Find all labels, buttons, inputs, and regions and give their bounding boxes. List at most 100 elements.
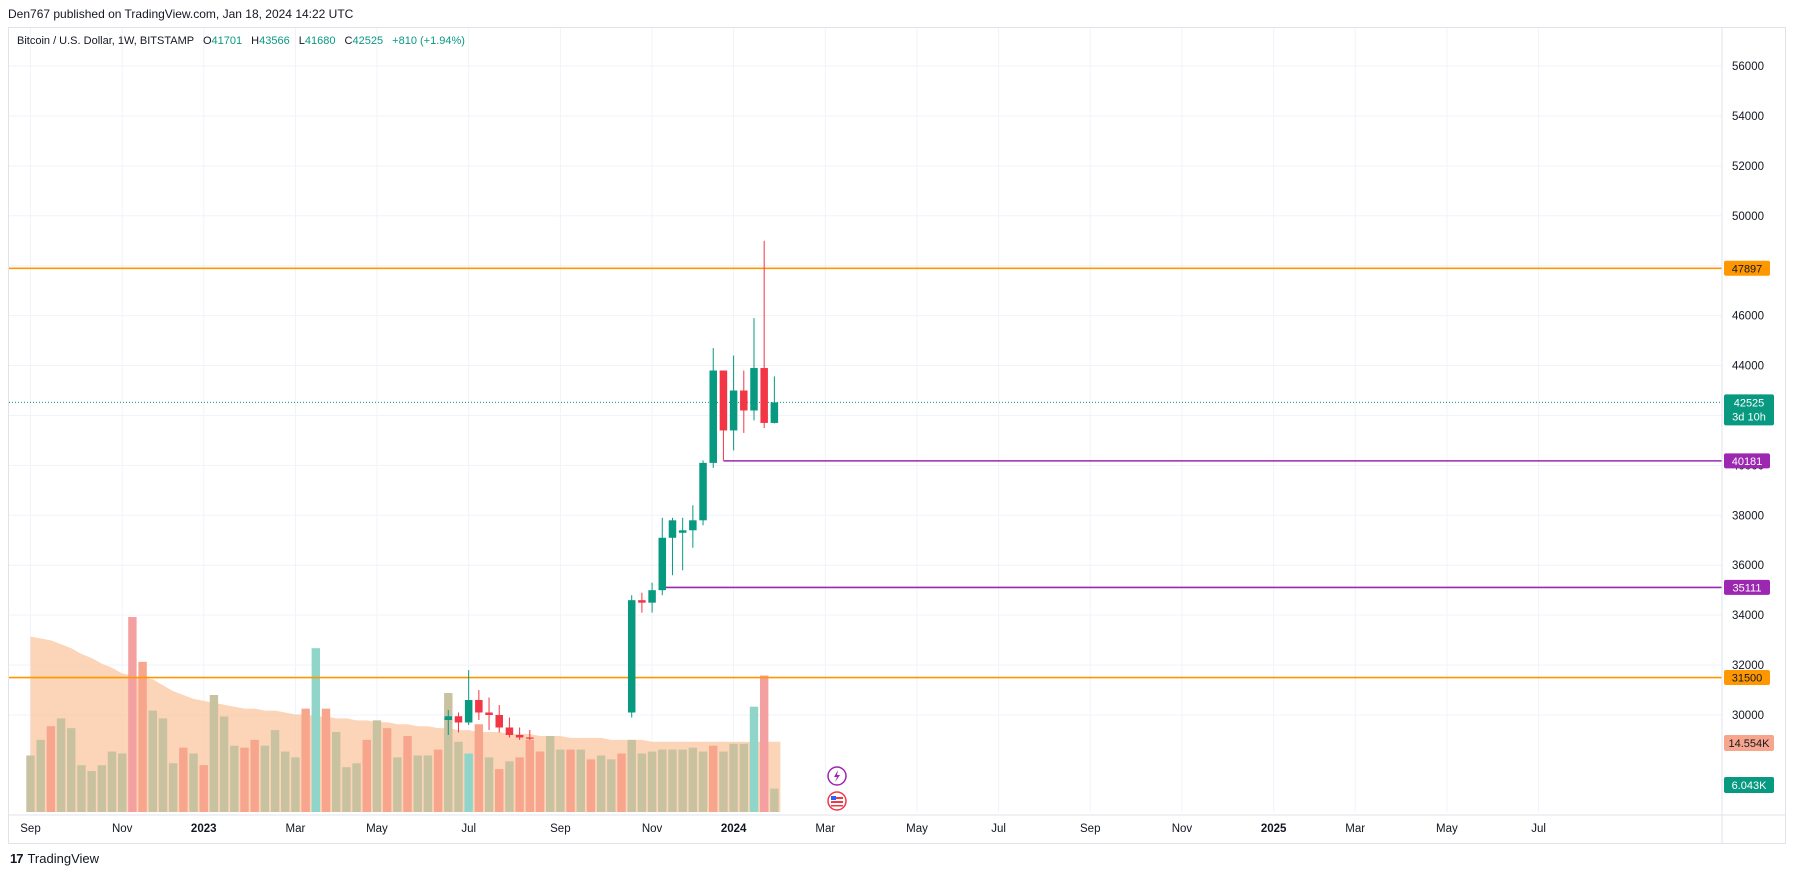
level-tag-47897-text: 47897 <box>1732 263 1763 275</box>
candle-body <box>648 590 656 603</box>
candle-body <box>505 727 514 735</box>
candle-body <box>526 737 534 739</box>
level-tag-47897 <box>1724 260 1770 276</box>
x-tick-label: Jul <box>461 823 476 835</box>
volume-bar <box>770 788 779 812</box>
volume-bar <box>158 718 168 812</box>
volume-bar <box>668 749 677 812</box>
volume-bar <box>321 708 331 812</box>
candle-body <box>475 700 483 713</box>
level-tag-31500 <box>1724 670 1770 686</box>
volume-bar <box>362 739 371 812</box>
y-tick-label: 50000 <box>1732 211 1764 223</box>
volume-bar <box>566 749 575 812</box>
level-tag-40181-text: 40181 <box>1732 456 1763 468</box>
volume-bar <box>464 753 473 812</box>
candle-body <box>760 368 768 423</box>
volume-bar <box>46 726 56 812</box>
candle-body <box>678 530 687 533</box>
last-price-tag <box>1724 394 1774 426</box>
volume-bar <box>413 755 422 812</box>
legend-high-label: H <box>251 35 260 47</box>
volume-bar <box>301 708 310 812</box>
volume-bar <box>179 747 188 812</box>
candle-body <box>454 716 463 723</box>
volume-bar <box>148 710 157 812</box>
horizontal-lines <box>9 267 1722 679</box>
candle-body <box>709 370 717 463</box>
tradingview-mark-icon: 17 <box>10 851 24 866</box>
volume-bar <box>352 763 361 812</box>
countdown-tag-text: 3d 10h <box>1732 411 1766 423</box>
x-tick-label: Sep <box>550 823 570 835</box>
lightning-icon[interactable] <box>827 766 847 786</box>
candle-body <box>699 462 707 521</box>
volume-bar <box>515 757 524 812</box>
y-tick-label: 46000 <box>1732 311 1764 323</box>
volume-bar <box>199 765 208 812</box>
x-tick-label: 2025 <box>1261 823 1287 835</box>
x-tick-label: Nov <box>112 823 133 835</box>
volume-bar <box>372 720 382 812</box>
x-tick-label: Mar <box>815 823 835 835</box>
legend-symbol: Bitcoin / U.S. Dollar, 1W, BITSTAMP <box>17 35 194 47</box>
volume-bar <box>556 749 565 812</box>
x-tick-label: Nov <box>642 823 663 835</box>
legend-low-label: L <box>298 35 305 47</box>
x-tick-label: Jul <box>1531 823 1546 835</box>
volume-bar <box>617 753 626 812</box>
volume-bar <box>270 730 280 812</box>
volume-bar <box>219 716 229 812</box>
volume-bar <box>230 745 239 812</box>
volume-bar <box>433 749 443 812</box>
volume-bar <box>87 771 96 812</box>
level-tag-35111-text: 35111 <box>1733 582 1762 594</box>
us-flag-icon[interactable] <box>827 791 847 811</box>
candle-body <box>638 600 646 603</box>
x-tick-label: Jul <box>991 823 1006 835</box>
volume-bar <box>495 769 504 812</box>
candle-body <box>719 370 728 431</box>
volume-tag-text: 14.554K <box>1729 738 1771 750</box>
price-axis[interactable]: 3000032000340003600038000400004200044000… <box>1721 28 1764 843</box>
volume-bar <box>607 759 616 812</box>
tradingview-logo[interactable]: 17 TradingView <box>10 851 99 866</box>
candle-body <box>627 600 636 713</box>
level-tag-35111 <box>1724 579 1770 595</box>
volume-bar <box>678 749 687 812</box>
volume-bar <box>128 617 137 812</box>
x-tick-label: Mar <box>286 823 306 835</box>
legend-low-value: 41680 <box>304 35 336 47</box>
tradingview-logo-text: TradingView <box>27 851 100 866</box>
candle-body <box>485 712 493 715</box>
y-tick-label: 38000 <box>1732 510 1764 522</box>
volume-bar <box>688 747 698 812</box>
legend-close-label: C <box>344 35 353 47</box>
volume-bar <box>107 751 117 812</box>
volume-bar <box>382 728 392 812</box>
volume-bar <box>525 739 535 812</box>
volume-bar <box>77 765 86 812</box>
candle-body <box>770 402 779 423</box>
volume-bar <box>484 757 494 812</box>
volume-bar <box>709 745 718 812</box>
volume-bar <box>138 661 147 812</box>
x-tick-label: 2024 <box>721 823 747 835</box>
volume-bar <box>36 739 45 812</box>
y-tick-label: 36000 <box>1732 560 1764 572</box>
x-tick-label: Mar <box>1345 823 1365 835</box>
volume-bar <box>260 745 270 812</box>
legend-open-label: O <box>202 35 212 47</box>
level-tag-40181 <box>1724 453 1770 469</box>
time-axis[interactable]: Sep Nov 2023 Mar May Jul Sep Nov 2024 Mar May Jul Se… <box>9 814 1786 835</box>
volume-bar <box>658 749 667 812</box>
volume-bar <box>505 761 514 812</box>
legend-change: +810 (+1.94%) <box>392 35 465 47</box>
candle-body <box>464 700 473 723</box>
candle-body <box>729 390 738 431</box>
legend-close-value: 42525 <box>352 35 384 47</box>
x-tick-label: 2023 <box>191 823 217 835</box>
volume-bar <box>535 751 545 812</box>
volume-bar <box>403 735 412 812</box>
